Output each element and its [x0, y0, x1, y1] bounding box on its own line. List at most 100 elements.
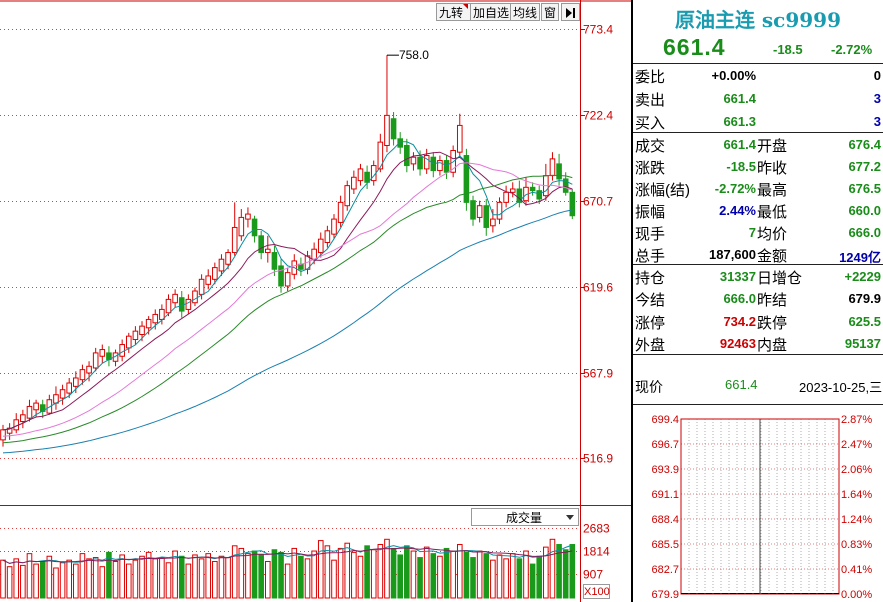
quote-label-2: 开盘 — [757, 138, 788, 155]
price-change: -18.5 — [773, 42, 803, 57]
collapse-panel-button[interactable] — [561, 3, 580, 21]
volume-bar — [271, 549, 278, 599]
price-tick-label: 670.7 — [583, 195, 613, 209]
candle-body — [99, 349, 106, 357]
volume-bar — [298, 555, 304, 599]
add-watchlist-button[interactable]: 加自选 — [470, 3, 513, 21]
bar-icon — [573, 8, 575, 18]
nine-turn-button[interactable]: 九转 — [436, 3, 472, 21]
volume-bar — [351, 551, 357, 599]
moving-average-button[interactable]: 均线 — [510, 3, 541, 21]
candle-body — [509, 188, 516, 193]
candle-body — [132, 330, 139, 341]
quote-row: 委比 +0.00% 0 — [633, 64, 883, 86]
candle-body — [172, 293, 178, 304]
volume-bar — [490, 559, 496, 599]
volume-bar — [357, 555, 364, 599]
volume-bar — [112, 560, 119, 599]
nine-turn-label: 九转 — [439, 6, 464, 20]
candle-body — [331, 218, 337, 235]
ma10-line — [2, 151, 573, 431]
candle-body — [258, 235, 264, 254]
candle-body — [556, 163, 562, 180]
window-button[interactable]: 窗 — [541, 3, 560, 21]
volume-bar — [159, 557, 165, 599]
quote-label-2: 昨结 — [757, 292, 788, 309]
quote-value-2: 3 — [873, 114, 881, 129]
volume-bar — [470, 557, 476, 599]
volume-bar — [390, 547, 397, 599]
candle-body — [92, 352, 99, 369]
ma30-line — [2, 174, 573, 444]
volume-bar — [39, 560, 46, 599]
quote-value: -18.5 — [726, 159, 756, 174]
quote-panel: 原油主连 sc9999 661.4 -18.5 -2.72% 委比 +0.00% 0… — [631, 0, 883, 602]
quote-row: 现手 7 均价 666.0 — [633, 221, 883, 243]
volume-bar — [152, 558, 159, 599]
candle-body — [86, 365, 92, 374]
contract-title: 原油主连 sc9999 — [674, 8, 842, 32]
intraday-pct-tick: 2.06% — [841, 464, 872, 476]
volume-bar — [92, 557, 99, 599]
volume-bar — [317, 540, 324, 599]
intraday-price-tick: 691.1 — [651, 489, 679, 501]
volume-tick-label: 1814 — [583, 545, 610, 559]
volume-unit-label: X100 — [583, 584, 610, 599]
volume-bar — [192, 554, 198, 599]
candle-body — [125, 335, 132, 349]
volume-bar — [145, 551, 152, 599]
quote-value: 187,600 — [709, 247, 756, 262]
kline-chart[interactable]: 773.4 722.4 670.7 619.6 567.9 516.9 758.0 2683 1… — [0, 0, 631, 602]
candle-body — [0, 429, 6, 441]
volume-bar — [569, 544, 576, 599]
intraday-pct-tick: 2.47% — [841, 439, 872, 451]
volume-bar — [344, 542, 351, 599]
quote-row: 成交 661.4 开盘 676.4 — [633, 133, 883, 155]
volume-bar — [59, 562, 66, 599]
ma20-line — [2, 162, 573, 437]
quote-value-2: 95137 — [844, 336, 881, 351]
candle-body — [404, 144, 410, 167]
quote-value-2: 3 — [873, 91, 881, 106]
candle-body — [344, 185, 351, 207]
volume-indicator-label: 成交量 — [506, 511, 543, 525]
candle-body — [33, 402, 39, 411]
volume-bar — [543, 546, 549, 599]
quote-label-2: 内盘 — [757, 337, 788, 354]
quote-label: 涨停 — [635, 315, 666, 332]
candle-body — [536, 190, 543, 200]
volume-bar — [139, 555, 145, 599]
volume-indicator-select[interactable]: 成交量 — [471, 508, 579, 526]
volume-bar — [79, 553, 86, 599]
quote-label: 卖出 — [635, 92, 666, 109]
quote-row: 卖出 661.4 3 — [633, 87, 883, 109]
volume-bar — [218, 555, 225, 599]
candle-body — [231, 226, 238, 254]
candle-body — [139, 325, 145, 336]
volume-tick-label: 907 — [583, 568, 603, 582]
quote-value: 734.2 — [723, 314, 756, 329]
intraday-pct-tick: 2.87% — [841, 414, 872, 426]
quote-label-2: 昨收 — [757, 160, 788, 177]
volume-bar — [53, 567, 59, 599]
volume-bar — [549, 538, 556, 599]
candle-body — [198, 278, 205, 295]
quote-row: 振幅 2.44% 最低 660.0 — [633, 199, 883, 221]
volume-bar — [185, 563, 192, 599]
intraday-chart[interactable]: 699.4 2.87% 696.7 2.47% 693.9 2.06% 691.1 1.64%… — [633, 405, 883, 602]
volume-bar — [523, 550, 529, 599]
candle-body — [549, 158, 556, 177]
high-annotation: 758.0 — [399, 48, 429, 62]
candle-body — [238, 216, 245, 237]
intraday-price-tick: 682.7 — [651, 564, 679, 576]
quote-label: 今结 — [635, 292, 666, 309]
candle-body — [496, 201, 503, 220]
volume-bar — [529, 563, 536, 599]
candle-body — [357, 168, 364, 182]
volume-bar — [404, 545, 410, 599]
quote-value: 666.0 — [723, 291, 756, 306]
quote-row: 涨停 734.2 跌停 625.5 — [633, 310, 883, 332]
volume-bar — [463, 551, 470, 599]
quote-value: 2.44% — [719, 203, 756, 218]
volume-bar — [125, 563, 132, 599]
